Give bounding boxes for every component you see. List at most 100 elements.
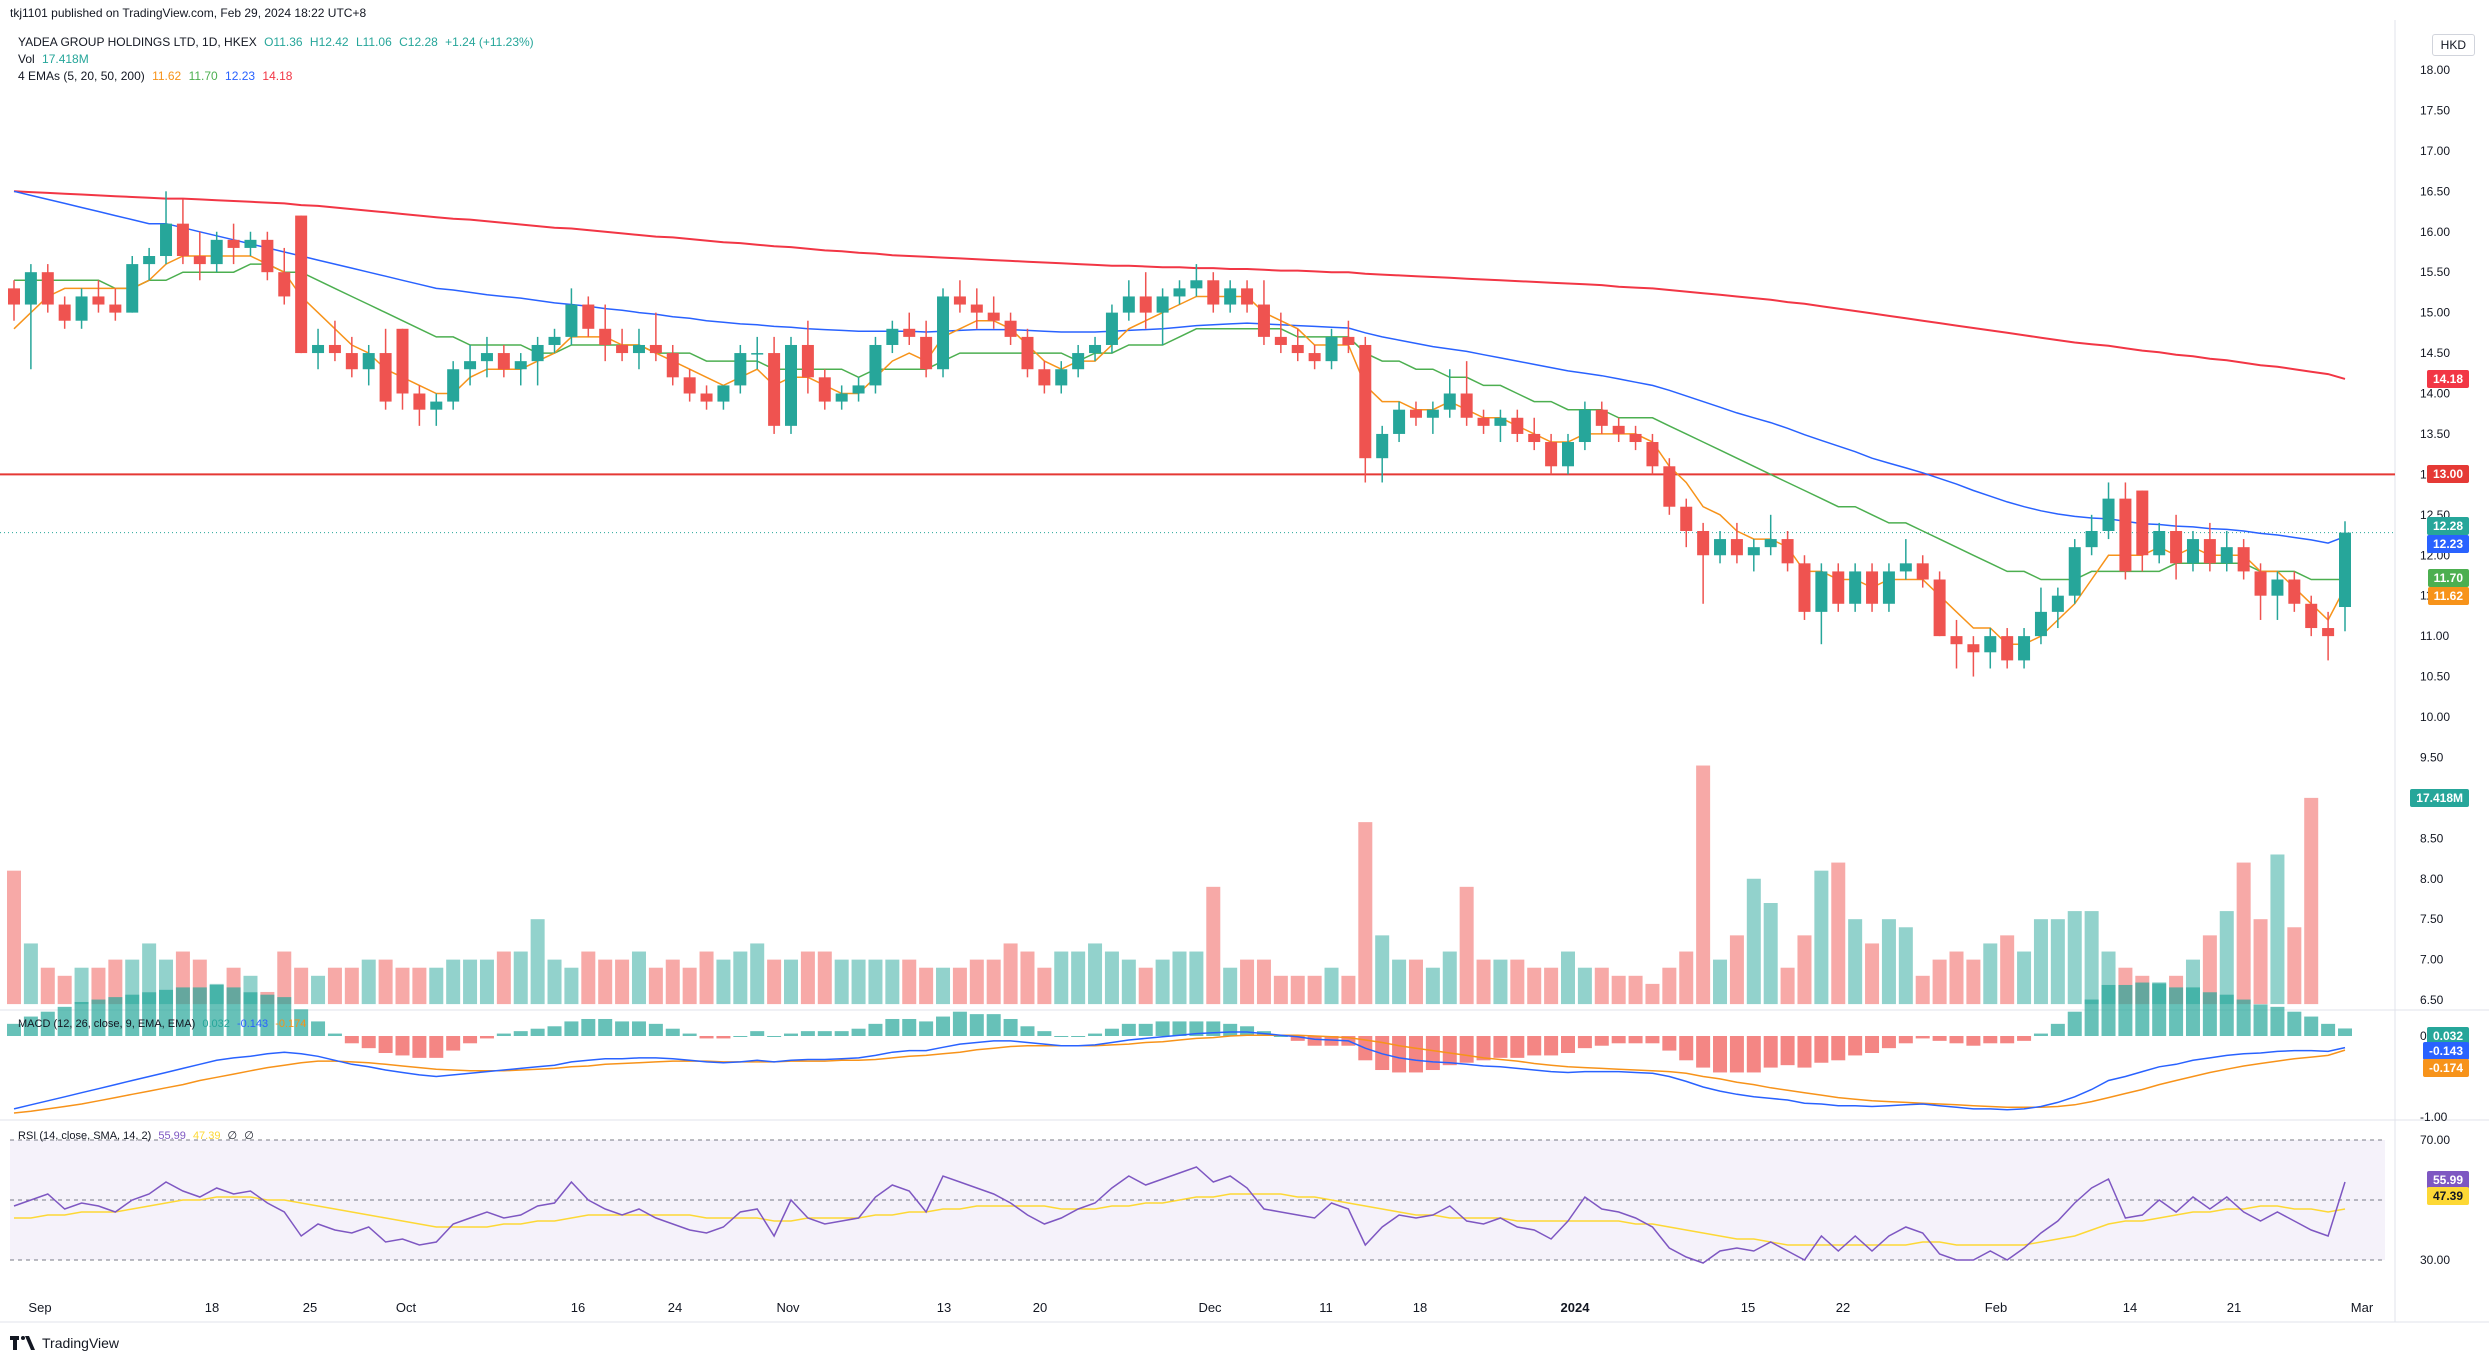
volume-bar	[1949, 951, 1964, 1005]
macd-histogram-bar	[2152, 982, 2167, 1036]
macd-histogram-bar	[1121, 1023, 1136, 1036]
price-axis-label: 11.00	[2420, 629, 2449, 643]
macd-histogram-bar	[327, 1033, 342, 1036]
macd-histogram-bar	[2253, 1004, 2268, 1036]
candle-body	[1021, 336, 1034, 370]
rsi-empty-2: ∅	[244, 1130, 254, 1142]
macd-histogram-bar	[1172, 1021, 1187, 1036]
macd-histogram-bar	[1915, 1036, 1930, 1039]
candle-body	[869, 344, 882, 386]
price-axis-label: 10.50	[2420, 670, 2450, 684]
macd-histogram-bar	[1898, 1036, 1913, 1044]
candle-body	[903, 328, 916, 337]
currency-button[interactable]: HKD	[2431, 34, 2475, 56]
macd-histogram-bar	[902, 1018, 917, 1036]
macd-legend[interactable]: MACD (12, 26, close, 9, EMA, EMA) 0.032 …	[18, 1018, 310, 1030]
macd-histogram-bar	[412, 1036, 427, 1058]
price-axis-label: 15.50	[2420, 265, 2450, 279]
macd-histogram-bar	[936, 1016, 951, 1036]
volume-bar	[581, 951, 596, 1005]
candle-body	[599, 328, 612, 345]
price-axis-label: 16.00	[2420, 225, 2450, 239]
symbol-legend[interactable]: YADEA GROUP HOLDINGS LTD, 1D, HKEX O11.3…	[18, 35, 538, 49]
macd-histogram-bar	[74, 1001, 89, 1036]
macd-histogram-bar	[1307, 1036, 1322, 1046]
volume-bar	[2067, 911, 2082, 1005]
macd-histogram-bar	[2067, 1011, 2082, 1036]
candle-body	[751, 353, 764, 355]
candle-body	[1274, 336, 1287, 345]
ema-legend[interactable]: 4 EMAs (5, 20, 50, 200) 11.62 11.70 12.2…	[18, 69, 296, 83]
candle-body	[430, 401, 443, 410]
volume-bar	[1645, 983, 1660, 1005]
candle-body	[244, 239, 257, 248]
volume-bar	[125, 959, 140, 1005]
time-axis-label: 21	[2227, 1300, 2241, 1315]
macd-histogram-bar	[1780, 1036, 1795, 1066]
candle-body	[497, 353, 510, 370]
rsi-tag: 47.39	[2426, 1187, 2469, 1205]
time-axis-label: Mar	[2351, 1300, 2374, 1315]
macd-histogram-bar	[159, 989, 174, 1036]
macd-histogram-bar	[834, 1031, 849, 1036]
volume-legend[interactable]: Vol 17.418M	[18, 52, 93, 66]
volume-bar	[1831, 862, 1846, 1005]
price-axis-label: 17.50	[2420, 103, 2450, 117]
candle-body	[396, 328, 409, 394]
volume-bar	[1983, 943, 1998, 1005]
volume-bar	[7, 870, 21, 1005]
macd-histogram-bar	[209, 984, 224, 1036]
macd-histogram-bar	[969, 1014, 984, 1036]
time-axis-label: Sep	[28, 1300, 51, 1315]
macd-histogram-bar	[1696, 1036, 1711, 1068]
candle-body	[2203, 539, 2216, 564]
price-axis-label: 15.00	[2420, 306, 2450, 320]
volume-bar	[1054, 951, 1069, 1005]
volume-bar	[2017, 951, 2032, 1005]
macd-histogram-bar	[1865, 1036, 1880, 1054]
volume-bar	[74, 967, 89, 1005]
volume-bar	[1020, 951, 1035, 1005]
time-axis-label: Feb	[1985, 1300, 2007, 1315]
volume-bar	[665, 959, 680, 1005]
macd-histogram-bar	[581, 1018, 596, 1036]
candle-body	[1004, 320, 1017, 337]
ohlc-close: C12.28	[399, 35, 438, 49]
candle-body	[1173, 288, 1186, 297]
volume-bar	[327, 967, 342, 1005]
publisher-line: tkj1101 published on TradingView.com, Fe…	[10, 6, 367, 20]
macd-histogram-bar	[1577, 1036, 1592, 1049]
macd-histogram-bar	[226, 987, 241, 1036]
volume-bar	[767, 959, 782, 1005]
candle-body	[2136, 490, 2149, 556]
macd-tag: -0.143	[2422, 1042, 2469, 1060]
candle-body	[1562, 442, 1574, 467]
volume-bar	[2219, 911, 2234, 1005]
rsi-legend[interactable]: RSI (14, close, SMA, 14, 2) 55.99 47.39 …	[18, 1129, 258, 1142]
rsi-axis-label: 70.00	[2420, 1133, 2450, 1147]
volume-bar	[1172, 951, 1187, 1005]
candle-body	[2339, 532, 2351, 608]
time-axis-label: 15	[1741, 1300, 1755, 1315]
footer-brand[interactable]: TradingView	[10, 1335, 119, 1351]
volume-bar	[598, 959, 613, 1005]
macd-histogram-bar	[1611, 1036, 1626, 1044]
candle-body	[227, 239, 240, 248]
candle-body	[1291, 344, 1304, 354]
macd-histogram-bar	[665, 1028, 680, 1036]
candle-body	[1342, 336, 1355, 345]
macd-histogram-bar	[378, 1036, 393, 1054]
macd-histogram-bar	[2270, 1006, 2285, 1036]
macd-histogram-bar	[1662, 1036, 1677, 1051]
volume-bar	[1594, 967, 1609, 1005]
macd-signal-line	[13, 1034, 2346, 1114]
candle-body	[1764, 539, 1777, 548]
candle-body	[1308, 353, 1321, 362]
volume-bar	[1780, 967, 1795, 1005]
macd-histogram-bar	[294, 1009, 309, 1036]
volume-bar	[615, 959, 630, 1005]
volume-bar	[868, 959, 883, 1005]
macd-axis-label: -1.00	[2420, 1110, 2448, 1124]
macd-histogram-bar	[2135, 982, 2150, 1036]
